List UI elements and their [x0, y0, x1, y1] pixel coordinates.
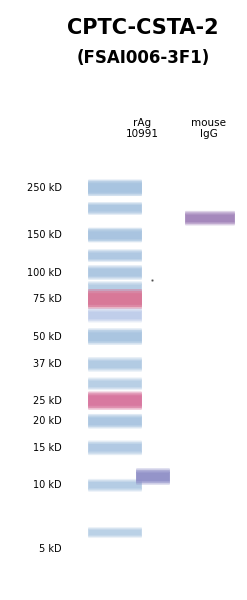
Text: 25 kD: 25 kD	[33, 395, 62, 406]
Bar	[89, 361, 141, 368]
FancyBboxPatch shape	[88, 328, 142, 345]
FancyBboxPatch shape	[88, 289, 142, 309]
FancyBboxPatch shape	[88, 183, 142, 193]
FancyBboxPatch shape	[136, 470, 170, 483]
Bar	[89, 184, 141, 192]
FancyBboxPatch shape	[88, 379, 142, 389]
Text: mouse: mouse	[191, 118, 226, 128]
Bar	[89, 294, 141, 304]
FancyBboxPatch shape	[136, 472, 170, 482]
Bar	[89, 482, 141, 488]
FancyBboxPatch shape	[88, 527, 142, 538]
FancyBboxPatch shape	[88, 228, 142, 242]
FancyBboxPatch shape	[88, 308, 142, 323]
Bar	[89, 332, 141, 341]
FancyBboxPatch shape	[88, 528, 142, 537]
FancyBboxPatch shape	[88, 229, 142, 241]
FancyBboxPatch shape	[88, 310, 142, 321]
FancyBboxPatch shape	[88, 311, 142, 320]
FancyBboxPatch shape	[88, 203, 142, 214]
Text: 10991: 10991	[125, 129, 159, 139]
FancyBboxPatch shape	[88, 395, 142, 406]
FancyBboxPatch shape	[88, 266, 142, 278]
Bar	[186, 215, 234, 221]
FancyBboxPatch shape	[88, 380, 142, 388]
FancyBboxPatch shape	[88, 479, 142, 492]
FancyBboxPatch shape	[88, 480, 142, 491]
FancyBboxPatch shape	[88, 360, 142, 369]
Text: 75 kD: 75 kD	[33, 294, 62, 304]
Bar	[89, 205, 141, 211]
Bar	[89, 284, 141, 290]
FancyBboxPatch shape	[185, 214, 235, 223]
FancyBboxPatch shape	[88, 415, 142, 427]
FancyBboxPatch shape	[88, 283, 142, 293]
FancyBboxPatch shape	[88, 179, 142, 196]
FancyBboxPatch shape	[88, 358, 142, 370]
Bar	[89, 396, 141, 405]
Text: 20 kD: 20 kD	[33, 416, 62, 426]
FancyBboxPatch shape	[88, 249, 142, 262]
FancyBboxPatch shape	[88, 440, 142, 455]
FancyBboxPatch shape	[88, 268, 142, 277]
Text: 100 kD: 100 kD	[27, 268, 62, 278]
Text: 50 kD: 50 kD	[33, 332, 62, 341]
Text: 15 kD: 15 kD	[33, 443, 62, 453]
Text: 250 kD: 250 kD	[27, 183, 62, 193]
FancyBboxPatch shape	[88, 414, 142, 428]
Text: rAg: rAg	[133, 118, 151, 128]
FancyBboxPatch shape	[88, 442, 142, 454]
FancyBboxPatch shape	[88, 330, 142, 343]
Text: 37 kD: 37 kD	[33, 359, 62, 370]
Bar	[89, 312, 141, 319]
FancyBboxPatch shape	[88, 332, 142, 341]
Text: CPTC-CSTA-2: CPTC-CSTA-2	[67, 18, 219, 38]
Text: IgG: IgG	[200, 129, 218, 139]
FancyBboxPatch shape	[88, 205, 142, 212]
FancyBboxPatch shape	[88, 529, 142, 536]
FancyBboxPatch shape	[136, 469, 170, 485]
FancyBboxPatch shape	[88, 265, 142, 280]
Text: 150 kD: 150 kD	[27, 230, 62, 240]
Text: 10 kD: 10 kD	[33, 481, 62, 490]
FancyBboxPatch shape	[88, 443, 142, 452]
Bar	[89, 445, 141, 451]
FancyBboxPatch shape	[88, 251, 142, 260]
Bar	[137, 473, 169, 481]
FancyBboxPatch shape	[88, 250, 142, 261]
FancyBboxPatch shape	[88, 392, 142, 410]
FancyBboxPatch shape	[88, 181, 142, 194]
FancyBboxPatch shape	[88, 284, 142, 292]
Bar	[89, 269, 141, 276]
FancyBboxPatch shape	[88, 291, 142, 307]
Bar	[89, 381, 141, 387]
FancyBboxPatch shape	[88, 357, 142, 371]
Text: 5 kD: 5 kD	[39, 544, 62, 554]
FancyBboxPatch shape	[88, 202, 142, 215]
FancyBboxPatch shape	[88, 481, 142, 490]
Text: (FSAI006-3F1): (FSAI006-3F1)	[77, 49, 210, 67]
FancyBboxPatch shape	[88, 281, 142, 294]
Bar	[89, 418, 141, 425]
Bar	[89, 253, 141, 259]
FancyBboxPatch shape	[88, 230, 142, 239]
FancyBboxPatch shape	[88, 417, 142, 426]
FancyBboxPatch shape	[185, 211, 235, 226]
FancyBboxPatch shape	[88, 377, 142, 390]
Bar	[89, 232, 141, 239]
Bar	[89, 530, 141, 535]
FancyBboxPatch shape	[185, 212, 235, 224]
FancyBboxPatch shape	[88, 293, 142, 305]
FancyBboxPatch shape	[88, 394, 142, 408]
